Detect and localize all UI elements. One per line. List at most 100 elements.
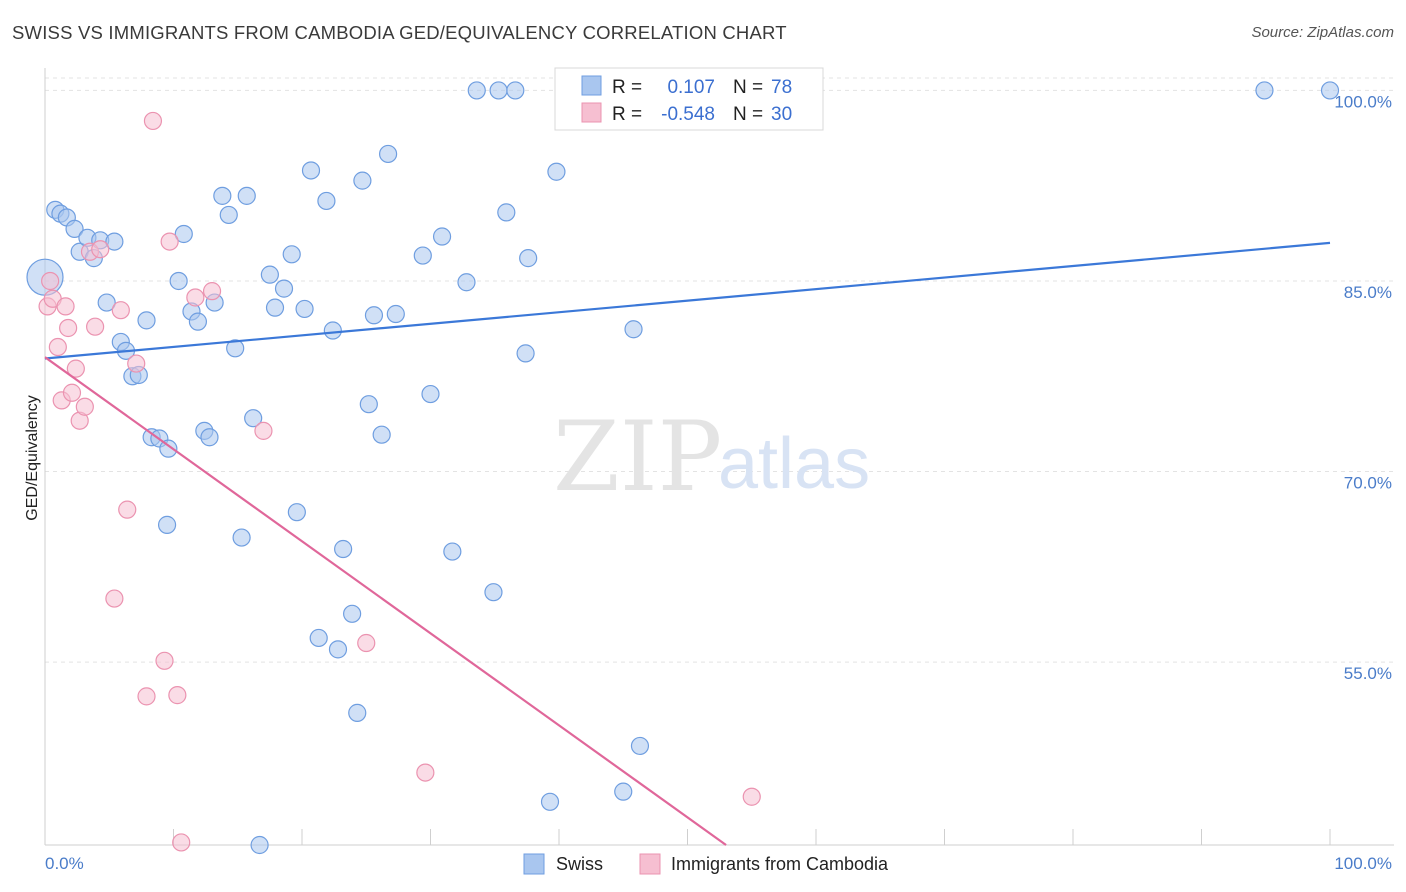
data-point	[295, 299, 314, 319]
data-point	[66, 359, 85, 378]
data-point	[357, 633, 376, 653]
data-point	[159, 439, 178, 458]
data-point	[65, 219, 84, 238]
series-legend: Swiss Immigrants from Cambodia	[523, 853, 889, 875]
data-point	[265, 298, 285, 317]
legend-n-value-cambodia: 30	[771, 104, 792, 125]
data-point	[421, 384, 440, 404]
data-point	[348, 703, 367, 722]
watermark-zip: ZIP	[553, 401, 722, 513]
data-point	[416, 763, 435, 782]
data-point	[1320, 81, 1340, 100]
data-point	[111, 301, 130, 320]
data-point	[226, 339, 245, 358]
data-point	[168, 686, 187, 705]
chart-source: Source: ZipAtlas.com	[1251, 24, 1394, 41]
legend-r-value-swiss: 0.107	[667, 77, 715, 98]
data-point	[630, 736, 650, 756]
data-point	[432, 227, 452, 246]
data-point	[59, 318, 78, 338]
data-points	[26, 81, 1340, 855]
data-point	[260, 265, 279, 284]
bottom-legend-swatch-swiss	[523, 853, 545, 875]
data-point	[323, 321, 342, 340]
data-point	[137, 687, 156, 706]
bottom-legend-label-cambodia: Immigrants from Cambodia	[671, 854, 889, 874]
data-point	[202, 282, 222, 301]
legend-n-label-swiss: N =	[733, 77, 763, 98]
data-point	[614, 782, 633, 801]
x-tick-label-max: 100.0%	[1334, 854, 1392, 873]
data-point	[378, 144, 398, 164]
chart-title: SWISS VS IMMIGRANTS FROM CAMBODIA GED/EQ…	[12, 22, 787, 43]
data-point	[519, 249, 538, 268]
data-point	[41, 271, 60, 291]
y-tick-label: 70.0%	[1344, 474, 1392, 493]
data-point	[200, 428, 219, 447]
data-point	[155, 651, 174, 670]
trend-lines	[44, 241, 1331, 846]
data-point	[97, 293, 116, 312]
data-point	[353, 171, 372, 190]
series-cambodia	[38, 111, 761, 852]
data-point	[372, 425, 391, 444]
data-point	[143, 111, 163, 131]
data-point	[301, 161, 321, 180]
data-point	[157, 515, 177, 534]
bottom-legend-swatch-cambodia	[639, 853, 661, 875]
data-point	[160, 232, 179, 251]
y-axis-label: GED/Equivalency	[24, 395, 41, 520]
data-point	[443, 542, 462, 561]
data-point	[547, 162, 566, 181]
data-point	[188, 312, 208, 331]
y-tick-label: 85.0%	[1344, 283, 1392, 302]
stats-legend: R = 0.107 N = 78 R = -0.548 N = 30	[554, 67, 824, 131]
data-point	[91, 240, 110, 259]
data-point	[232, 528, 251, 547]
data-point	[56, 297, 75, 316]
data-point	[506, 81, 525, 100]
legend-swatch-cambodia	[581, 102, 602, 123]
data-point	[169, 271, 188, 291]
data-point	[467, 81, 486, 100]
x-axis-ticks	[44, 829, 1331, 845]
data-point	[213, 186, 232, 205]
data-point	[484, 583, 503, 602]
data-point	[62, 383, 82, 402]
data-point	[328, 640, 348, 659]
data-point	[118, 500, 137, 519]
data-point	[317, 191, 336, 211]
data-point	[250, 835, 269, 855]
data-point	[48, 337, 67, 357]
y-tick-label: 55.0%	[1344, 664, 1392, 683]
legend-r-label-cambodia: R =	[612, 104, 642, 125]
data-point	[287, 503, 306, 522]
data-point	[282, 245, 301, 264]
data-point	[457, 273, 476, 292]
data-point	[244, 409, 263, 428]
data-point	[489, 81, 508, 100]
series-swiss	[26, 81, 1340, 855]
data-point	[386, 304, 405, 324]
data-point	[1255, 81, 1274, 100]
data-point	[172, 833, 191, 852]
data-point	[343, 604, 362, 623]
y-tick-label: 100.0%	[1334, 92, 1392, 111]
legend-r-label-swiss: R =	[612, 77, 642, 98]
data-point	[186, 288, 205, 307]
data-point	[254, 421, 273, 440]
data-point	[105, 232, 124, 251]
grid-lines	[45, 77, 1394, 663]
data-point	[219, 205, 238, 225]
trend-line-cambodia	[44, 356, 727, 846]
data-point	[624, 320, 643, 339]
data-point	[540, 792, 560, 811]
data-point	[413, 246, 432, 265]
data-point	[742, 787, 761, 806]
data-point	[359, 395, 378, 414]
data-point	[364, 306, 384, 325]
data-point	[105, 589, 124, 608]
data-point	[127, 354, 146, 373]
trend-line-swiss	[44, 241, 1331, 360]
